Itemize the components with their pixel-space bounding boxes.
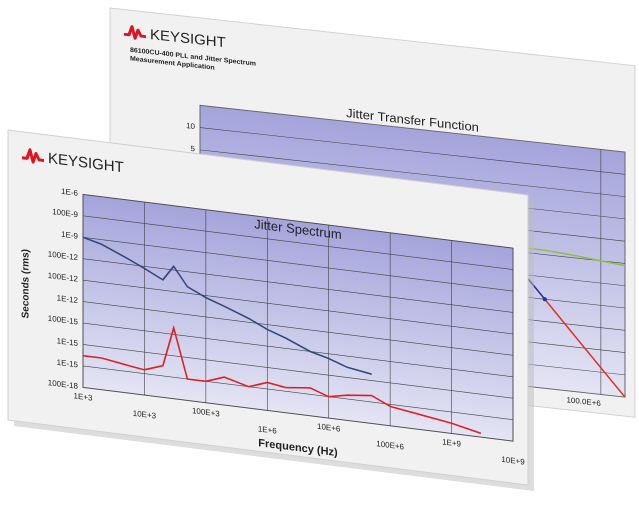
y-tick-label: 1E-12 <box>57 293 79 305</box>
y-tick-label: 100E-15 <box>48 314 79 327</box>
grid-line <box>83 279 513 335</box>
grid-line <box>200 149 625 197</box>
y-tick-label: 100E-9 <box>52 207 78 219</box>
grid-line <box>83 215 513 270</box>
series-marker <box>542 297 548 302</box>
x-tick-label: 100E+3 <box>192 406 220 419</box>
y-tick-label: 100E-12 <box>48 249 79 262</box>
y-tick-label: 100E-12 <box>48 271 79 284</box>
logo-mark <box>22 148 44 164</box>
x-tick-label: 10E+3 <box>133 409 157 421</box>
x-tick-label: 100E+6 <box>376 439 404 452</box>
y-tick-label: 1E-9 <box>61 230 78 241</box>
grid-line <box>83 387 513 442</box>
grid-line <box>200 127 625 175</box>
grid-line <box>83 365 513 420</box>
x-tick-label: 100.0E+6 <box>566 395 600 408</box>
series-line <box>82 236 372 375</box>
x-tick-label: 10E+9 <box>501 455 525 467</box>
y-tick-label: 5 <box>191 144 196 153</box>
x-tick-label: 1E+9 <box>442 437 461 448</box>
logo-mark <box>124 25 146 40</box>
y-tick-label: 1E-15 <box>57 336 79 348</box>
x-tick-label: 10E+6 <box>317 422 341 434</box>
x-tick-label: 1E+6 <box>258 424 277 435</box>
grid-line <box>83 236 513 292</box>
y-tick-label: 1E-15 <box>57 358 79 370</box>
y-axis-label: Seconds (rms) <box>21 248 32 319</box>
grid-line <box>83 258 513 313</box>
grid-line <box>83 322 513 378</box>
y-tick-label: 1E-6 <box>61 187 78 198</box>
series-line <box>83 324 482 435</box>
y-tick-label: 10 <box>186 121 196 131</box>
grid-line <box>83 344 513 399</box>
grid-line <box>83 301 513 356</box>
y-tick-label: 100E-18 <box>48 378 79 391</box>
x-tick-label: 1E+3 <box>74 391 93 402</box>
grid-line <box>83 194 513 249</box>
